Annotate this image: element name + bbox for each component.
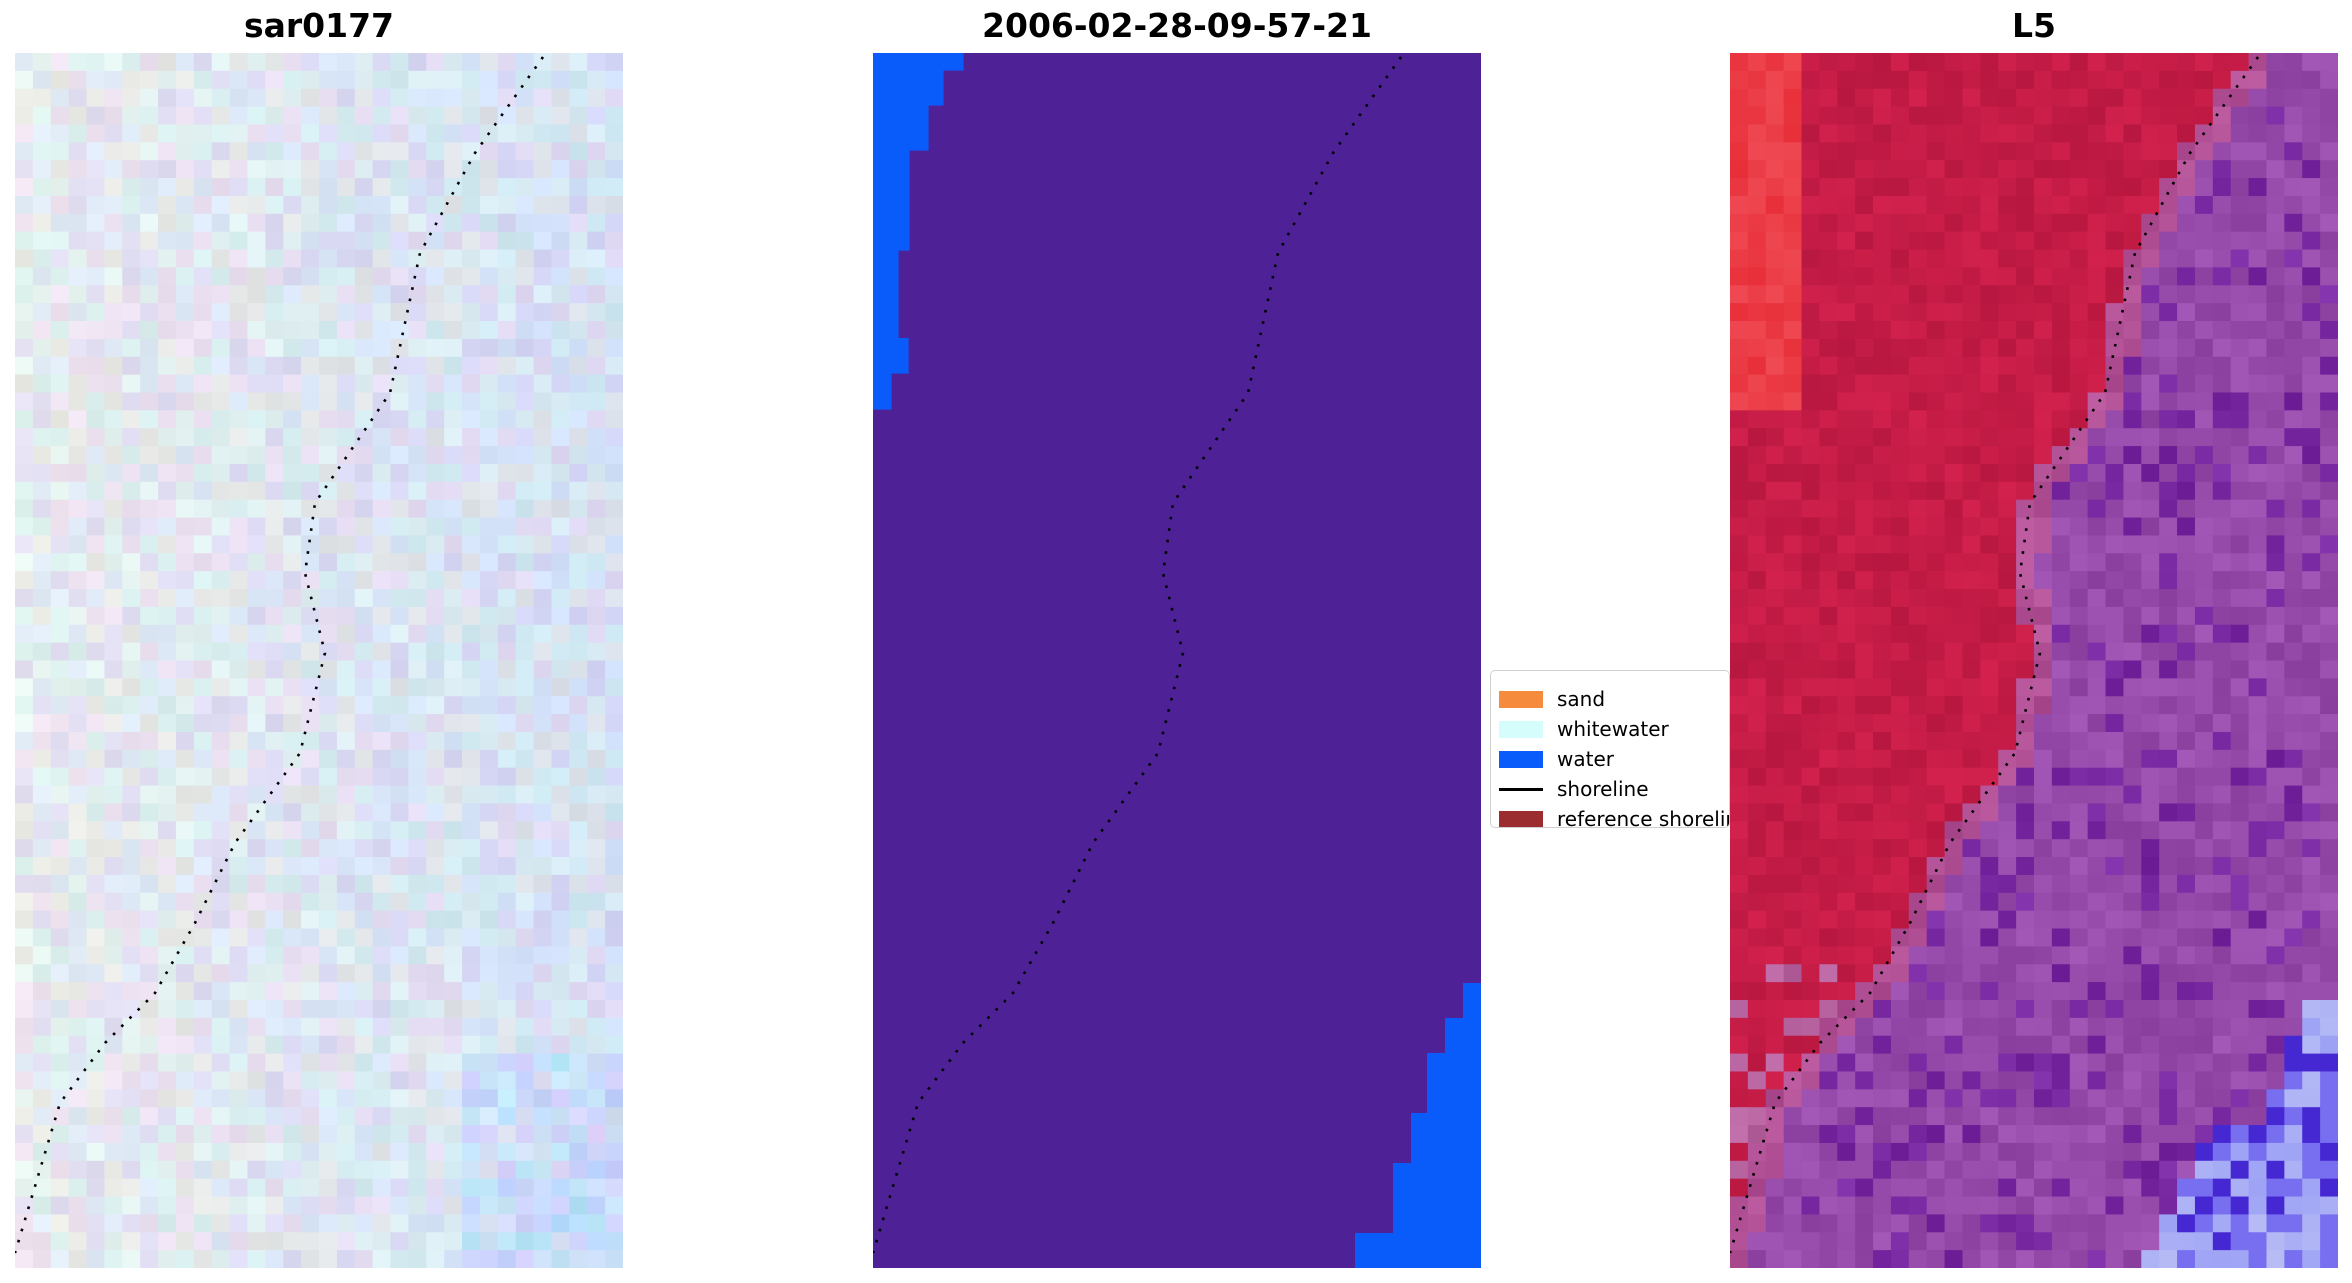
shoreline-dots-false-color [1730,56,2260,1254]
legend-item-reference-shoreline: reference shoreline [1499,807,1729,828]
sand-swatch [1499,690,1543,708]
legend-label-reference-shoreline: reference shoreline [1557,807,1729,828]
legend-item-water: water [1499,747,1614,771]
whitewater-swatch [1499,720,1543,738]
panel-title-date: 2006-02-28-09-57-21 [982,6,1372,45]
rgb-image-canvas [15,53,623,1268]
classification-canvas [873,53,1481,1268]
shoreline-dots-classification [873,56,1403,1254]
false-color-canvas [1730,53,2338,1268]
panel-title-sar0177: sar0177 [243,6,395,45]
water-swatch [1499,750,1543,768]
legend-item-sand: sand [1499,687,1606,711]
false-color-panel [1730,53,2338,1268]
panel-title-l5: L5 [2012,6,2056,45]
shoreline-line-swatch [1499,787,1543,791]
legend-label-shoreline: shoreline [1557,777,1649,801]
legend-label-water: water [1557,747,1614,771]
shoreline-dots-rgb [15,56,545,1254]
legend-label-whitewater: whitewater [1557,717,1669,741]
classification-panel [873,53,1481,1268]
legend-label-sand: sand [1557,687,1606,711]
rgb-image-panel [15,53,623,1268]
reference-shoreline-swatch [1499,810,1543,827]
legend-item-shoreline: shoreline [1499,777,1649,801]
legend: sand whitewater water shoreline referenc… [1490,670,1730,828]
legend-item-whitewater: whitewater [1499,717,1669,741]
